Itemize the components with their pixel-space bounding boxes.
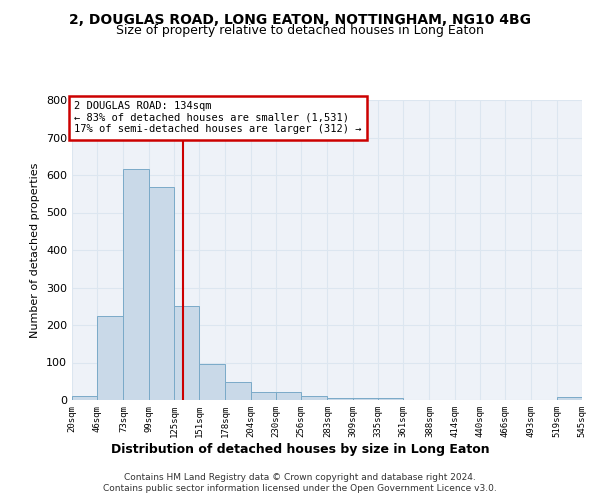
Bar <box>199 364 226 400</box>
Bar <box>251 392 276 400</box>
Bar <box>97 316 124 400</box>
Bar <box>226 382 251 400</box>
Bar <box>72 396 97 400</box>
Text: 2 DOUGLAS ROAD: 134sqm
← 83% of detached houses are smaller (1,531)
17% of semi-: 2 DOUGLAS ROAD: 134sqm ← 83% of detached… <box>74 101 361 134</box>
Y-axis label: Number of detached properties: Number of detached properties <box>31 162 40 338</box>
Bar <box>301 396 328 400</box>
Bar <box>328 398 353 400</box>
Bar <box>353 398 378 400</box>
Text: Size of property relative to detached houses in Long Eaton: Size of property relative to detached ho… <box>116 24 484 37</box>
Bar <box>124 170 149 400</box>
Bar <box>174 306 199 400</box>
Text: Contains public sector information licensed under the Open Government Licence v3: Contains public sector information licen… <box>103 484 497 493</box>
Text: 2, DOUGLAS ROAD, LONG EATON, NOTTINGHAM, NG10 4BG: 2, DOUGLAS ROAD, LONG EATON, NOTTINGHAM,… <box>69 12 531 26</box>
Text: Distribution of detached houses by size in Long Eaton: Distribution of detached houses by size … <box>110 442 490 456</box>
Bar <box>149 188 174 400</box>
Text: Contains HM Land Registry data © Crown copyright and database right 2024.: Contains HM Land Registry data © Crown c… <box>124 472 476 482</box>
Bar <box>276 392 301 400</box>
Bar <box>378 398 403 400</box>
Bar <box>557 398 582 400</box>
